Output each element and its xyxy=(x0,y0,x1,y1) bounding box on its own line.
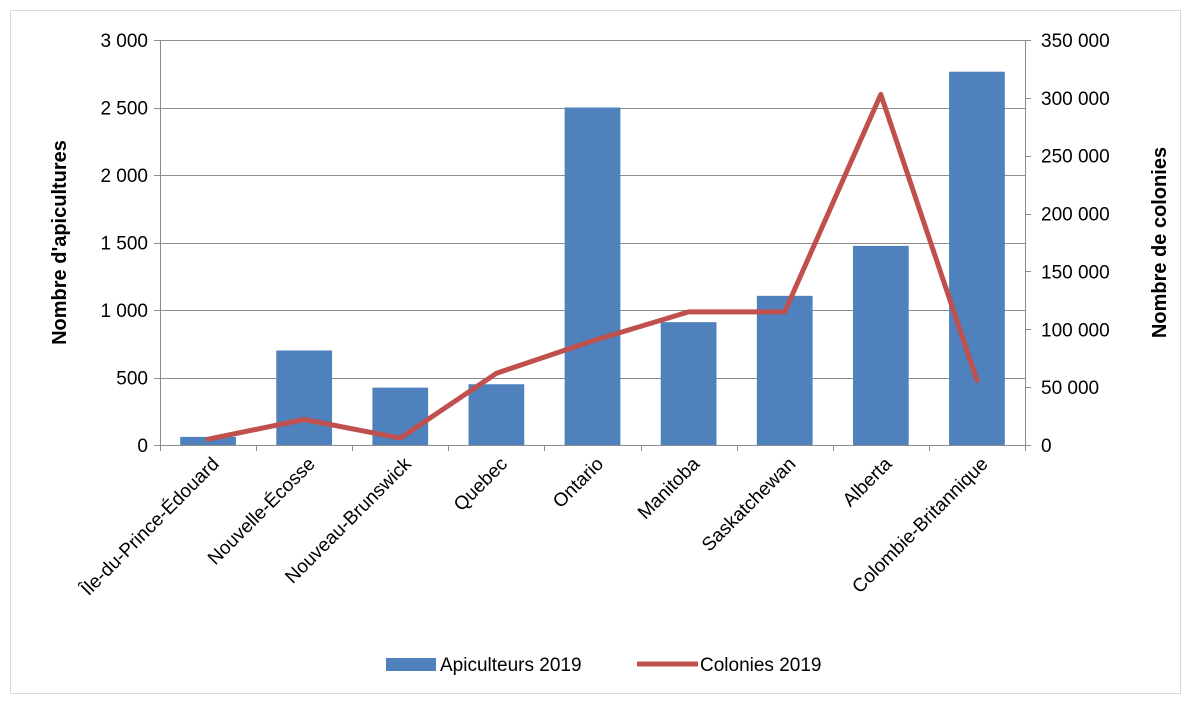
y2-tick-label: 200 000 xyxy=(1041,205,1110,226)
y2-tick-label: 250 000 xyxy=(1041,147,1110,168)
bar xyxy=(660,322,717,445)
bar xyxy=(468,384,525,445)
y-tick-label: 3 000 xyxy=(100,31,148,52)
y2-axis-title: Nombre de colonies xyxy=(1149,147,1171,338)
y-tick-label: 0 xyxy=(137,436,148,457)
legend-label-colonies: Colonies 2019 xyxy=(700,655,821,676)
bar xyxy=(756,295,813,445)
bar xyxy=(276,350,333,445)
line-colonies xyxy=(205,91,980,442)
bar xyxy=(564,107,621,445)
series-line xyxy=(205,91,980,442)
y2-tick-label: 300 000 xyxy=(1041,89,1110,110)
legend: Apiculteurs 2019 Colonies 2019 xyxy=(386,655,821,676)
bar xyxy=(949,71,1005,445)
y2-tick-label: 50 000 xyxy=(1041,378,1099,399)
y2-tick-label: 350 000 xyxy=(1041,31,1110,52)
y2-tick-label: 0 xyxy=(1041,436,1052,457)
bars-apiculteurs xyxy=(180,71,1005,445)
y-tick-label: 1 500 xyxy=(100,234,148,255)
y-tick-label: 1 000 xyxy=(100,301,148,322)
y-tick-label: 2 000 xyxy=(100,166,148,187)
y-tick-label: 500 xyxy=(116,369,148,390)
y2-tick-label: 150 000 xyxy=(1041,262,1110,283)
y-tick-label: 2 500 xyxy=(100,99,148,120)
legend-label-apiculteurs: Apiculteurs 2019 xyxy=(440,655,582,676)
axes xyxy=(154,40,1031,451)
legend-swatch-apiculteurs xyxy=(386,658,436,671)
y-axis-title: Nombre d'apicultures xyxy=(49,140,71,345)
bar xyxy=(852,245,909,445)
y2-tick-label: 100 000 xyxy=(1041,320,1110,341)
